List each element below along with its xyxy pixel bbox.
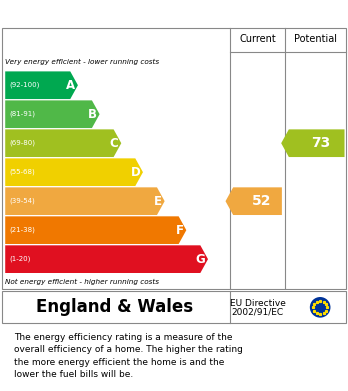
Text: (69-80): (69-80) [9, 140, 35, 147]
Text: D: D [130, 166, 140, 179]
Polygon shape [5, 216, 186, 244]
Text: Current: Current [239, 34, 276, 44]
Text: (1-20): (1-20) [9, 256, 31, 262]
Text: E: E [154, 195, 162, 208]
Ellipse shape [310, 297, 331, 317]
Text: (21-38): (21-38) [9, 227, 35, 233]
Text: Energy Efficiency Rating: Energy Efficiency Rating [14, 6, 235, 21]
Polygon shape [5, 187, 165, 215]
Text: England & Wales: England & Wales [36, 298, 193, 316]
Polygon shape [5, 129, 121, 157]
Text: F: F [175, 224, 183, 237]
Text: C: C [110, 137, 118, 150]
Text: G: G [196, 253, 205, 265]
Text: B: B [88, 108, 97, 121]
Polygon shape [5, 245, 208, 273]
Text: (81-91): (81-91) [9, 111, 35, 117]
Text: Potential: Potential [294, 34, 337, 44]
Text: Very energy efficient - lower running costs: Very energy efficient - lower running co… [5, 58, 159, 65]
Text: 52: 52 [252, 194, 271, 208]
Text: (39-54): (39-54) [9, 198, 35, 204]
Text: The energy efficiency rating is a measure of the
overall efficiency of a home. T: The energy efficiency rating is a measur… [14, 332, 243, 379]
Text: 73: 73 [311, 136, 330, 150]
Text: A: A [66, 79, 75, 92]
Text: (55-68): (55-68) [9, 169, 35, 176]
Polygon shape [281, 129, 345, 157]
Polygon shape [5, 158, 143, 186]
Text: (92-100): (92-100) [9, 82, 40, 88]
Polygon shape [226, 187, 282, 215]
Polygon shape [5, 72, 78, 99]
Polygon shape [5, 100, 100, 128]
Text: 2002/91/EC: 2002/91/EC [231, 308, 284, 317]
Text: EU Directive: EU Directive [230, 299, 285, 308]
Text: Not energy efficient - higher running costs: Not energy efficient - higher running co… [5, 279, 159, 285]
